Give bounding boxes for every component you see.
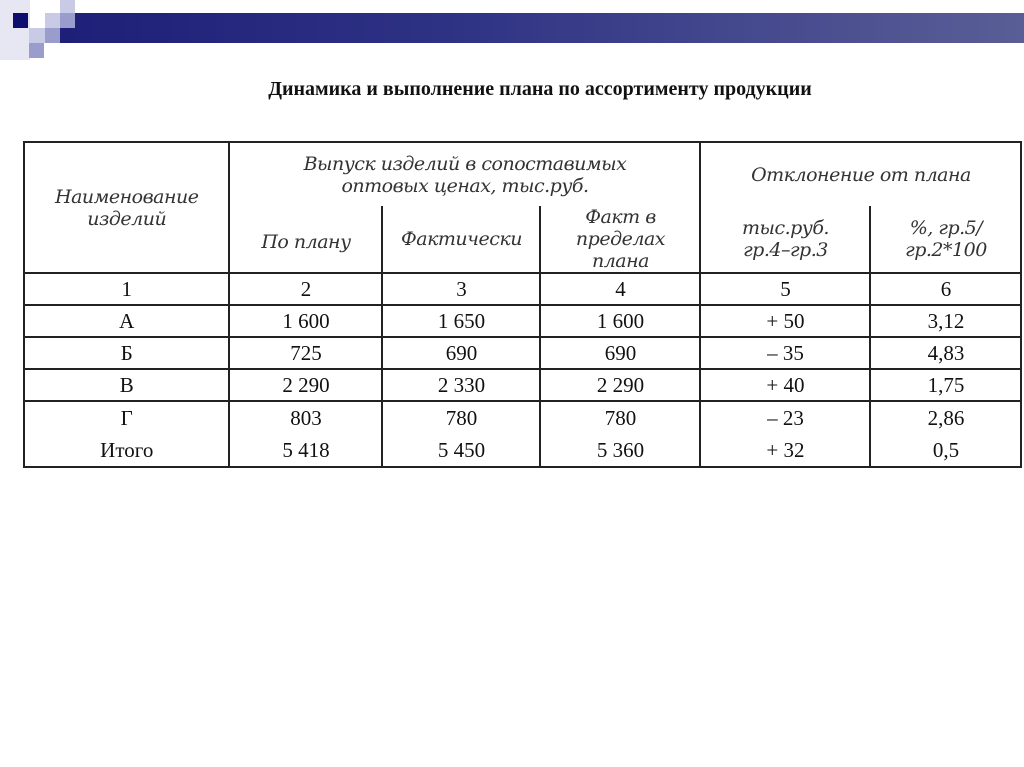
- cell: 1 600: [228, 304, 384, 338]
- cell: 1 650: [381, 304, 542, 338]
- cell: 725: [228, 336, 384, 370]
- cell: 780: [381, 400, 542, 434]
- cell: Итого: [22, 434, 231, 468]
- header-bar: [60, 13, 1024, 43]
- cell: 690: [539, 336, 702, 370]
- decor-square: [45, 28, 60, 43]
- column-numbers-row: 1 2 3 4 5 6: [22, 272, 1023, 306]
- header-dev-pct: %, гр.5/гр.2*100: [869, 206, 1023, 274]
- decor-square: [60, 0, 75, 13]
- cell: 0,5: [869, 434, 1023, 468]
- cell: 2,86: [869, 400, 1023, 434]
- decor-square: [29, 43, 44, 58]
- table-row: Г 803 780 780– 23 2,86: [22, 400, 1023, 434]
- assortment-table: Наименование изделий Выпуск изделий в со…: [22, 141, 1023, 468]
- cell: 780: [539, 400, 702, 434]
- cell: – 35: [699, 336, 872, 370]
- decor-square: [60, 13, 75, 28]
- decor-square: [29, 28, 45, 43]
- cell: – 23: [699, 400, 872, 434]
- cell: 1 600: [539, 304, 702, 338]
- cell: 2: [228, 272, 384, 306]
- cell: 2 290: [228, 368, 384, 402]
- cell: 5 418: [228, 434, 384, 468]
- cell: + 50: [699, 304, 872, 338]
- header-dev-abs: тыс.руб. гр.4–гр.3: [699, 206, 871, 274]
- cell: 4,83: [869, 336, 1023, 370]
- cell: 1: [22, 272, 231, 306]
- header-output-group: Выпуск изделий в сопоставимых оптовых це…: [228, 141, 702, 206]
- cell: 1,75: [869, 368, 1023, 402]
- cell: + 40: [699, 368, 872, 402]
- cell: 3: [381, 272, 542, 306]
- decor-square: [0, 0, 30, 60]
- cell: Б: [22, 336, 231, 370]
- cell: 3,12: [869, 304, 1023, 338]
- cell: 2 290: [539, 368, 702, 402]
- table-row-total: Итого 5 418 5 450 5 360 + 32 0,5: [22, 434, 1023, 468]
- header-plan: По плану: [228, 206, 383, 274]
- header-actual: Фактически: [381, 206, 541, 274]
- header-actual-within-plan: Факт в пределах плана: [539, 206, 702, 274]
- table-row: Б 725 690 690– 35 4,83: [22, 336, 1023, 370]
- cell: 6: [869, 272, 1023, 306]
- slide-title: Динамика и выполнение плана по ассортиме…: [268, 78, 812, 100]
- decor-square: [13, 13, 28, 28]
- cell: 4: [539, 272, 702, 306]
- cell: 690: [381, 336, 542, 370]
- cell: 803: [228, 400, 384, 434]
- header-deviation-group: Отклонение от плана: [699, 141, 1023, 206]
- header-name: Наименование изделий: [22, 141, 231, 274]
- cell: 2 330: [381, 368, 542, 402]
- cell: 5 360: [539, 434, 702, 468]
- cell: + 32: [699, 434, 872, 468]
- cell: 5 450: [381, 434, 542, 468]
- decor-square: [45, 13, 60, 28]
- cell: А: [22, 304, 231, 338]
- cell: Г: [22, 400, 231, 434]
- cell: В: [22, 368, 231, 402]
- cell: 5: [699, 272, 872, 306]
